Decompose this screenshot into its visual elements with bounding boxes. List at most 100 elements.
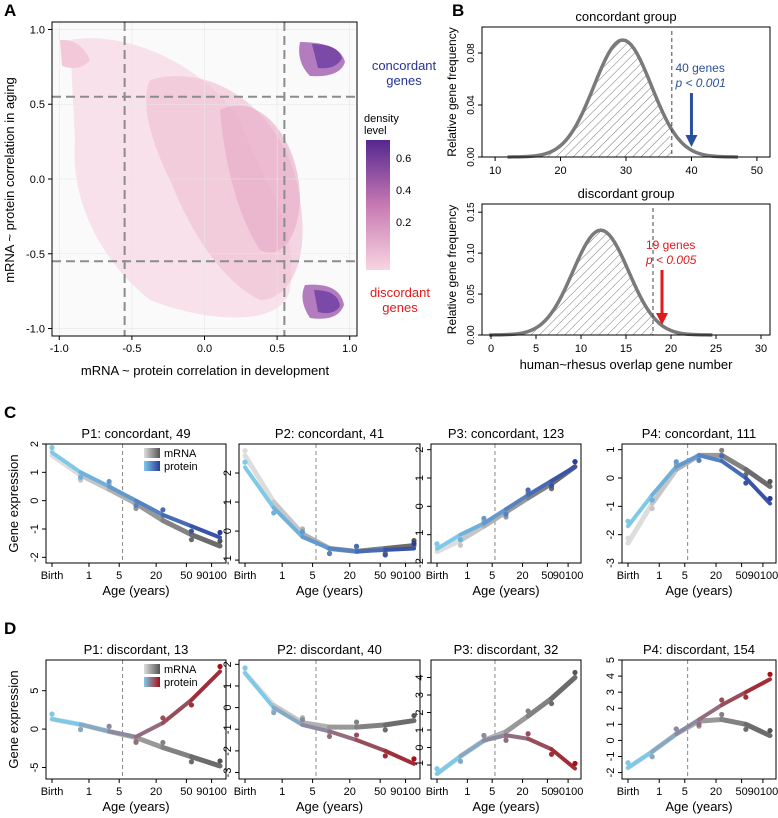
d-protein-point: [649, 754, 655, 760]
b-discordant-density-curve: [489, 228, 713, 337]
density-peak-corner: [60, 39, 90, 68]
d-xlabel: Age (years): [472, 799, 539, 814]
c-mrna-segment: [188, 532, 223, 549]
d-mrna-segment: [188, 754, 223, 769]
c-protein-segment: [160, 512, 194, 529]
d-mrna-point: [525, 708, 531, 714]
c-legend-protein-label: protein: [164, 461, 198, 473]
d-xtick-label: 50: [374, 786, 386, 798]
d-xtick-label: 1: [279, 786, 285, 798]
c-protein-point: [696, 457, 702, 463]
b-discordant-annotation-genes: 19 genes: [646, 238, 695, 252]
d-subplot-frame: [430, 659, 582, 780]
c-subplot-frame: [238, 443, 421, 564]
c-mrna-segment: [49, 452, 84, 478]
c-protein-point: [525, 487, 531, 493]
c-mrna-point: [767, 478, 773, 485]
c-xtick-label: 90100: [553, 570, 584, 582]
d-subplot-title: P1: discordant, 13: [84, 642, 189, 657]
d-ylabel: Gene expression: [6, 670, 21, 768]
c-ytick-label: -1: [29, 524, 41, 534]
d-protein-point: [382, 753, 388, 759]
d-protein-point: [673, 726, 679, 732]
density-legend-title-2: level: [364, 125, 387, 137]
d-protein-segment: [107, 729, 138, 739]
d-protein-segment: [189, 669, 222, 702]
d-protein-point: [625, 760, 631, 766]
d-mrna-point: [382, 727, 388, 733]
d-legend-mrna-label: mRNA: [164, 664, 197, 676]
c-protein-point: [457, 537, 464, 543]
c-xtick-label: 50: [735, 570, 747, 582]
c-xtick-label: Birth: [426, 570, 449, 582]
d-subplot-frame: [45, 659, 227, 780]
panel-a-xlabel: mRNA ~ protein correlation in developmen…: [81, 363, 330, 378]
c-xtick-label: 90100: [390, 570, 421, 582]
c-protein-point: [649, 497, 655, 503]
d-protein-point: [77, 726, 84, 733]
c-subplot-1: P1: concordant, 49 -2 -1 0 1 2 Birth 1 5 20 50 9010…: [29, 426, 227, 598]
d-legend-mrna-swatch: [144, 664, 160, 674]
b-discordant-xtick-label: 0: [488, 343, 494, 355]
c-protein-point: [271, 510, 277, 516]
c-mrna-segment: [625, 501, 655, 546]
c-mrna-segment: [160, 518, 194, 538]
d-ytick-label: 4: [605, 673, 617, 679]
panel-a-xtick-label: 0.0: [197, 343, 212, 355]
d-protein-segment: [300, 722, 332, 734]
c-mrna-segment: [481, 509, 509, 529]
panel-a-xtick-label: 1.0: [342, 343, 357, 355]
c-protein-point: [160, 507, 166, 513]
panel-c-concordant-trajectories: Gene expression P1: concordant, 49 -2 -1 0 1 2…: [6, 426, 778, 598]
c-mrna-segment: [503, 495, 531, 515]
c-mrna-segment: [719, 452, 749, 472]
c-protein-segment: [650, 464, 679, 497]
d-xtick-label: 20: [710, 786, 722, 798]
c-xtick-label: 5: [489, 570, 495, 582]
d-protein-segment: [243, 670, 276, 710]
d-protein-segment: [78, 722, 112, 734]
c-protein-segment: [189, 524, 222, 540]
d-protein-point: [696, 721, 702, 728]
d-xtick-label: 1: [464, 786, 470, 798]
c-mrna-segment: [649, 467, 679, 506]
panel-d-discordant-trajectories: Gene expression P1: discordant, 13 -5 0 5 Bir…: [6, 642, 778, 814]
c-xlabel: Age (years): [102, 583, 169, 598]
c-mrna-segment: [242, 453, 277, 505]
b-discordant-xtick-label: 10: [575, 343, 587, 355]
d-protein-point: [217, 663, 223, 670]
d-subplot-4: P4: discordant, 154 -2 -1 0 1 2 3 4 5 Birth 1 5 20 50…: [605, 642, 778, 814]
d-mrna-point: [411, 712, 417, 719]
c-protein-point: [299, 529, 306, 535]
d-mrna-segment: [382, 718, 417, 728]
c-mrna-segment: [271, 499, 305, 537]
c-protein-segment: [300, 534, 332, 551]
c-protein-point: [353, 543, 360, 549]
d-protein-segment: [271, 705, 305, 727]
c-subplot-4: P4: concordant, 111 -3 -2 -1 0 1 Birth 1 5 20 50 90…: [605, 426, 778, 598]
d-protein-segment: [160, 697, 194, 725]
c-protein-segment: [354, 547, 388, 554]
d-mrna-segment: [299, 720, 332, 730]
c-subplot-3: P3: concordant, 123 -2 -1 0 1 2 Birth 1 5 20 50 901…: [414, 426, 583, 598]
c-mrna-point: [457, 542, 464, 548]
c-xtick-label: 20: [344, 570, 356, 582]
c-protein-segment: [526, 478, 554, 497]
d-ytick-label: 1: [222, 683, 234, 689]
panel-a-ytick-label: -0.5: [26, 249, 45, 261]
b-concordant-xtick-label: 40: [685, 165, 697, 177]
c-protein-segment: [134, 498, 165, 517]
c-protein-segment: [50, 450, 83, 475]
d-protein-point: [434, 766, 440, 772]
c-protein-point: [434, 541, 440, 547]
c-protein-point: [481, 515, 487, 521]
d-protein-point: [503, 737, 509, 743]
d-protein-segment: [650, 731, 679, 754]
c-mrna-point: [242, 448, 248, 454]
d-subplot-2: P2: discordant, 40 -3 -2 -1 0 1 2 Birth 1 5 20 50 90…: [222, 642, 421, 814]
c-xlabel: Age (years): [665, 583, 732, 598]
d-protein-segment: [327, 729, 359, 743]
d-protein-segment: [674, 717, 701, 736]
c-mrna-point: [625, 535, 631, 541]
d-mrna-point: [353, 719, 360, 725]
